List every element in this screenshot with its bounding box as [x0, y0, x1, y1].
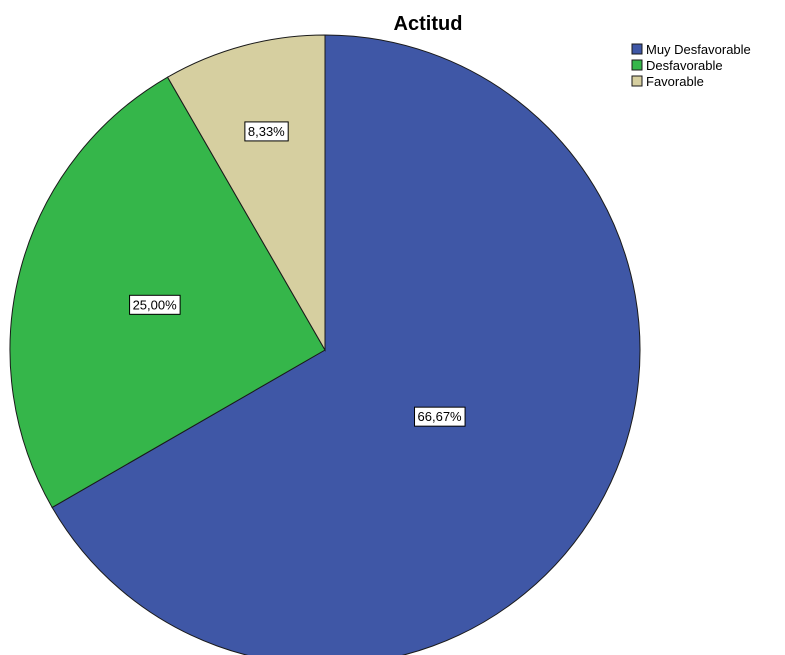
- data-label-text: 66,67%: [418, 409, 463, 424]
- legend-label: Favorable: [646, 74, 704, 89]
- data-label-box: [414, 406, 466, 427]
- pie-slice-favorable: [166, 34, 326, 352]
- legend-swatch: [631, 59, 643, 71]
- pie-slice-desfavorable: [9, 76, 326, 509]
- data-label: 25,00%: [129, 294, 181, 315]
- data-label-box: [129, 294, 181, 315]
- data-label-box: [244, 121, 289, 142]
- pie-data-labels: 66,67% 25,00% 8,33%: [129, 121, 466, 427]
- legend-label: Muy Desfavorable: [646, 42, 751, 57]
- pie-slices: [9, 34, 641, 655]
- data-label-text: 8,33%: [248, 124, 285, 139]
- legend-label: Desfavorable: [646, 58, 723, 73]
- legend-swatch: [631, 43, 643, 55]
- legend-item: Muy Desfavorable: [631, 42, 751, 57]
- legend-swatch: [631, 75, 643, 87]
- legend-item: Desfavorable: [631, 58, 723, 73]
- data-label: 8,33%: [244, 121, 289, 142]
- data-label: 66,67%: [414, 406, 466, 427]
- chart-title: Actitud: [394, 13, 463, 35]
- pie-slice-muy-desfavorable: [51, 34, 641, 655]
- legend-item: Favorable: [631, 74, 704, 89]
- data-label-text: 25,00%: [133, 297, 178, 312]
